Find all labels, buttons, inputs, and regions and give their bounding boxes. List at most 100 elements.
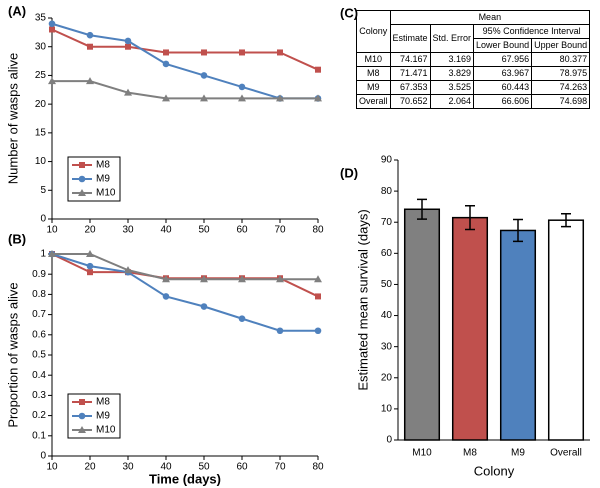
- legend-label: M9: [96, 411, 110, 422]
- panel-label: (C): [340, 5, 358, 20]
- point: [48, 20, 56, 28]
- legend-marker: [78, 426, 86, 433]
- x-tick-label: 60: [236, 462, 248, 473]
- x-tick-label: 70: [274, 225, 286, 236]
- y-tick-label: 20: [35, 99, 47, 110]
- row-header: M8: [356, 66, 391, 81]
- y-tick-label: 0.7: [32, 309, 46, 320]
- y-tick-label: 0.4: [32, 370, 46, 381]
- point: [314, 327, 322, 335]
- point: [86, 31, 94, 39]
- y-tick-label: 5: [40, 185, 46, 196]
- error-bar: [417, 198, 427, 220]
- legend-marker: [79, 162, 85, 168]
- x-tick-label: M10: [412, 448, 432, 459]
- point: [238, 275, 246, 283]
- y-tick-label: 80: [381, 186, 393, 197]
- point: [200, 94, 208, 102]
- y-tick-label: 10: [381, 404, 393, 415]
- bar: [451, 216, 489, 441]
- point: [87, 269, 93, 276]
- x-tick-label: 70: [274, 462, 286, 473]
- header: Mean: [389, 10, 591, 25]
- cell: 67.353: [389, 80, 431, 95]
- cell: 71.471: [389, 66, 431, 81]
- error-bar: [561, 213, 571, 228]
- header: Std. Error: [429, 24, 475, 53]
- header: Lower Bound: [473, 38, 533, 53]
- series-line: [51, 22, 318, 100]
- y-tick-label: 20: [381, 372, 393, 383]
- point: [238, 315, 246, 322]
- cell: 78.975: [531, 66, 591, 81]
- point: [314, 275, 322, 283]
- stats-table: Colony Mean Estimate Std. Error 95% Confide…: [356, 10, 591, 109]
- panel-label: (D): [340, 165, 358, 180]
- bar: [403, 208, 441, 441]
- point: [124, 37, 132, 45]
- x-axis-label: Colony: [474, 463, 515, 478]
- legend-marker: [78, 189, 86, 196]
- point: [200, 303, 208, 310]
- point: [162, 275, 170, 283]
- x-tick-label: 10: [46, 225, 58, 236]
- x-tick-label: 50: [198, 462, 210, 473]
- header: Colony: [356, 10, 391, 53]
- y-axis-label: Estimated mean survival (days): [355, 209, 370, 390]
- y-tick-label: 0: [40, 451, 46, 462]
- cell: 3.525: [429, 80, 475, 95]
- x-tick-label: 40: [160, 225, 172, 236]
- point: [48, 250, 56, 257]
- x-tick-label: 80: [312, 462, 324, 473]
- y-tick-label: 15: [35, 127, 47, 138]
- panel-label: (B): [8, 231, 26, 246]
- x-tick-label: 20: [84, 225, 96, 236]
- x-tick-label: 10: [46, 462, 58, 473]
- legend-label: M10: [96, 425, 116, 436]
- error-bar: [513, 218, 523, 243]
- point: [314, 94, 322, 102]
- x-tick-label: 30: [122, 462, 134, 473]
- cell: 3.169: [429, 52, 475, 67]
- legend-label: M9: [96, 174, 110, 185]
- row-header: M10: [356, 52, 391, 67]
- point: [315, 66, 321, 73]
- y-tick-label: 0: [40, 214, 46, 225]
- point: [124, 88, 132, 96]
- x-axis-label: Time (days): [149, 471, 221, 486]
- point: [86, 262, 94, 270]
- point: [200, 275, 208, 283]
- cell: 60.443: [473, 80, 533, 95]
- point: [200, 72, 208, 79]
- header: Upper Bound: [531, 38, 591, 53]
- row-header: Overall: [356, 94, 391, 109]
- point: [276, 94, 284, 102]
- point: [163, 49, 169, 56]
- point: [49, 26, 55, 33]
- y-tick-label: 30: [35, 41, 47, 52]
- point: [162, 293, 170, 300]
- point: [125, 43, 131, 50]
- y-tick-label: 1: [40, 249, 46, 260]
- header: Estimate: [389, 24, 431, 53]
- x-tick-label: M9: [511, 448, 525, 459]
- x-tick-label: 20: [84, 462, 96, 473]
- point: [315, 293, 321, 300]
- cell: 2.064: [429, 94, 475, 109]
- y-tick-label: 0.6: [32, 329, 46, 340]
- point: [238, 94, 246, 102]
- series-line: [52, 253, 318, 281]
- legend-label: M8: [96, 397, 110, 408]
- point: [124, 266, 132, 274]
- y-tick-label: 30: [381, 341, 393, 352]
- cell: 74.263: [531, 80, 591, 95]
- legend-marker: [79, 399, 85, 405]
- y-tick-label: 0.2: [32, 410, 46, 421]
- row-header: M9: [356, 80, 391, 95]
- x-tick-label: 60: [236, 225, 248, 236]
- y-tick-label: 10: [35, 156, 47, 167]
- y-tick-label: 0.5: [32, 350, 46, 361]
- cell: 70.652: [389, 94, 431, 109]
- y-axis-label: Number of wasps alive: [5, 53, 20, 185]
